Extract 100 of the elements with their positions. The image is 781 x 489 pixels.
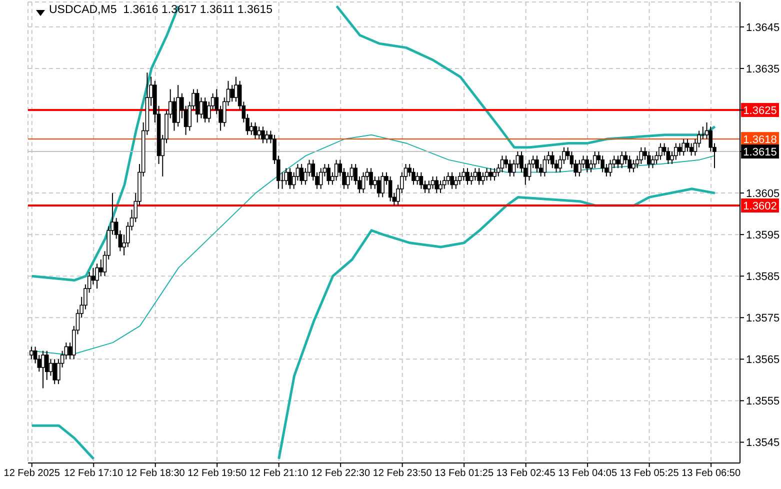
candlestick [678, 142, 682, 156]
candlestick [230, 84, 234, 102]
candlestick [473, 168, 478, 182]
candlestick [488, 168, 493, 182]
x-tick-label: 13 Feb 01:25 [434, 468, 494, 480]
line-series [30, 424, 95, 460]
candlestick [98, 258, 103, 277]
candlestick [469, 172, 474, 186]
y-tick-label: 1.3545 [746, 437, 780, 450]
candlestick [535, 155, 539, 173]
candlestick [639, 146, 644, 164]
candlestick [477, 168, 481, 186]
line-series [278, 188, 716, 460]
candlestick [264, 130, 269, 144]
candlestick [628, 155, 632, 173]
candlestick [30, 346, 34, 360]
candlestick [666, 146, 670, 164]
y-tick-label: 1.3635 [746, 63, 780, 76]
y-tick-label: 1.3575 [746, 312, 780, 325]
candlestick [450, 172, 454, 190]
candlestick [199, 97, 204, 119]
x-tick-label: 13 Feb 04:05 [558, 468, 618, 480]
candlestick [600, 155, 604, 173]
candlestick [454, 176, 458, 190]
candlestick [585, 155, 590, 173]
x-tick-label: 12 Feb 19:50 [188, 468, 247, 480]
candlestick [300, 163, 304, 186]
candlestick [48, 358, 53, 376]
candlestick [253, 122, 258, 140]
candlestick [257, 126, 262, 140]
candlestick [442, 176, 446, 190]
x-tick-label: 13 Feb 02:45 [496, 468, 556, 480]
candlestick [650, 155, 655, 169]
candlestick [620, 151, 624, 169]
candlestick [203, 97, 207, 123]
y-tick-label: 1.3595 [746, 229, 780, 242]
candlestick [412, 168, 416, 186]
ref-line-label: 1.3618 [743, 134, 777, 146]
candlestick [492, 168, 496, 182]
candlestick [376, 176, 381, 198]
candlestick [542, 155, 547, 177]
candlestick [508, 159, 512, 177]
candlestick [91, 267, 96, 285]
candlestick [682, 138, 686, 156]
candlestick [427, 180, 431, 194]
candlestick [462, 168, 466, 182]
line-series [335, 4, 716, 149]
candlestick [288, 168, 292, 190]
candlestick [616, 155, 620, 169]
x-tick-label: 13 Feb 06:50 [682, 468, 741, 480]
candlestick [481, 172, 485, 186]
candlestick [318, 168, 323, 190]
candlestick [446, 172, 450, 186]
y-tick-label: 1.3565 [746, 354, 780, 366]
y-tick-label: 1.3585 [746, 271, 780, 284]
candlestick [284, 168, 288, 186]
candlestick [41, 350, 45, 389]
candlestick [484, 168, 489, 182]
x-tick-label: 12 Feb 2025 [4, 468, 60, 480]
y-tick-label: 1.3555 [746, 396, 780, 408]
candlestick [326, 163, 330, 186]
candlestick [415, 172, 420, 186]
y-tick-label: 1.3605 [746, 188, 780, 200]
candlestick [689, 142, 694, 156]
candlestick [52, 358, 56, 385]
x-tick-label: 12 Feb 22:30 [311, 468, 370, 480]
candlestick [434, 176, 439, 194]
ref-line-label: 1.3602 [743, 200, 777, 213]
ref-line-label: 1.3625 [743, 104, 777, 117]
candlestick [95, 263, 99, 290]
candlestick [527, 159, 532, 182]
x-tick-label: 12 Feb 18:30 [126, 468, 186, 480]
candlestick [686, 138, 690, 152]
candlestick [388, 176, 392, 202]
candlestick [592, 151, 597, 169]
candlestick [249, 122, 254, 136]
candlestick [380, 172, 385, 198]
candlestick [195, 88, 200, 123]
candlestick [261, 126, 265, 144]
candlestick [632, 159, 636, 173]
candlestick [608, 159, 612, 177]
x-tick-label: 12 Feb 23:50 [372, 468, 432, 480]
candlestick [658, 142, 662, 160]
x-tick-label: 12 Feb 17:10 [64, 468, 124, 480]
y-tick-label: 1.3645 [746, 22, 780, 34]
candlestick [361, 172, 366, 194]
x-tick-label: 13 Feb 05:25 [620, 468, 680, 480]
candlestick [369, 168, 373, 190]
candlestick [234, 76, 238, 102]
candlestick [430, 176, 435, 190]
candlestick [700, 126, 705, 140]
candlestick [466, 168, 470, 186]
candlestick [646, 151, 651, 169]
candlestick [550, 151, 554, 169]
candlestick [372, 176, 377, 190]
candlestick [578, 159, 582, 177]
candlestick [419, 172, 424, 190]
candlestick [674, 142, 678, 160]
candlestick [334, 159, 338, 182]
ref-line-label: 1.3615 [743, 146, 777, 159]
